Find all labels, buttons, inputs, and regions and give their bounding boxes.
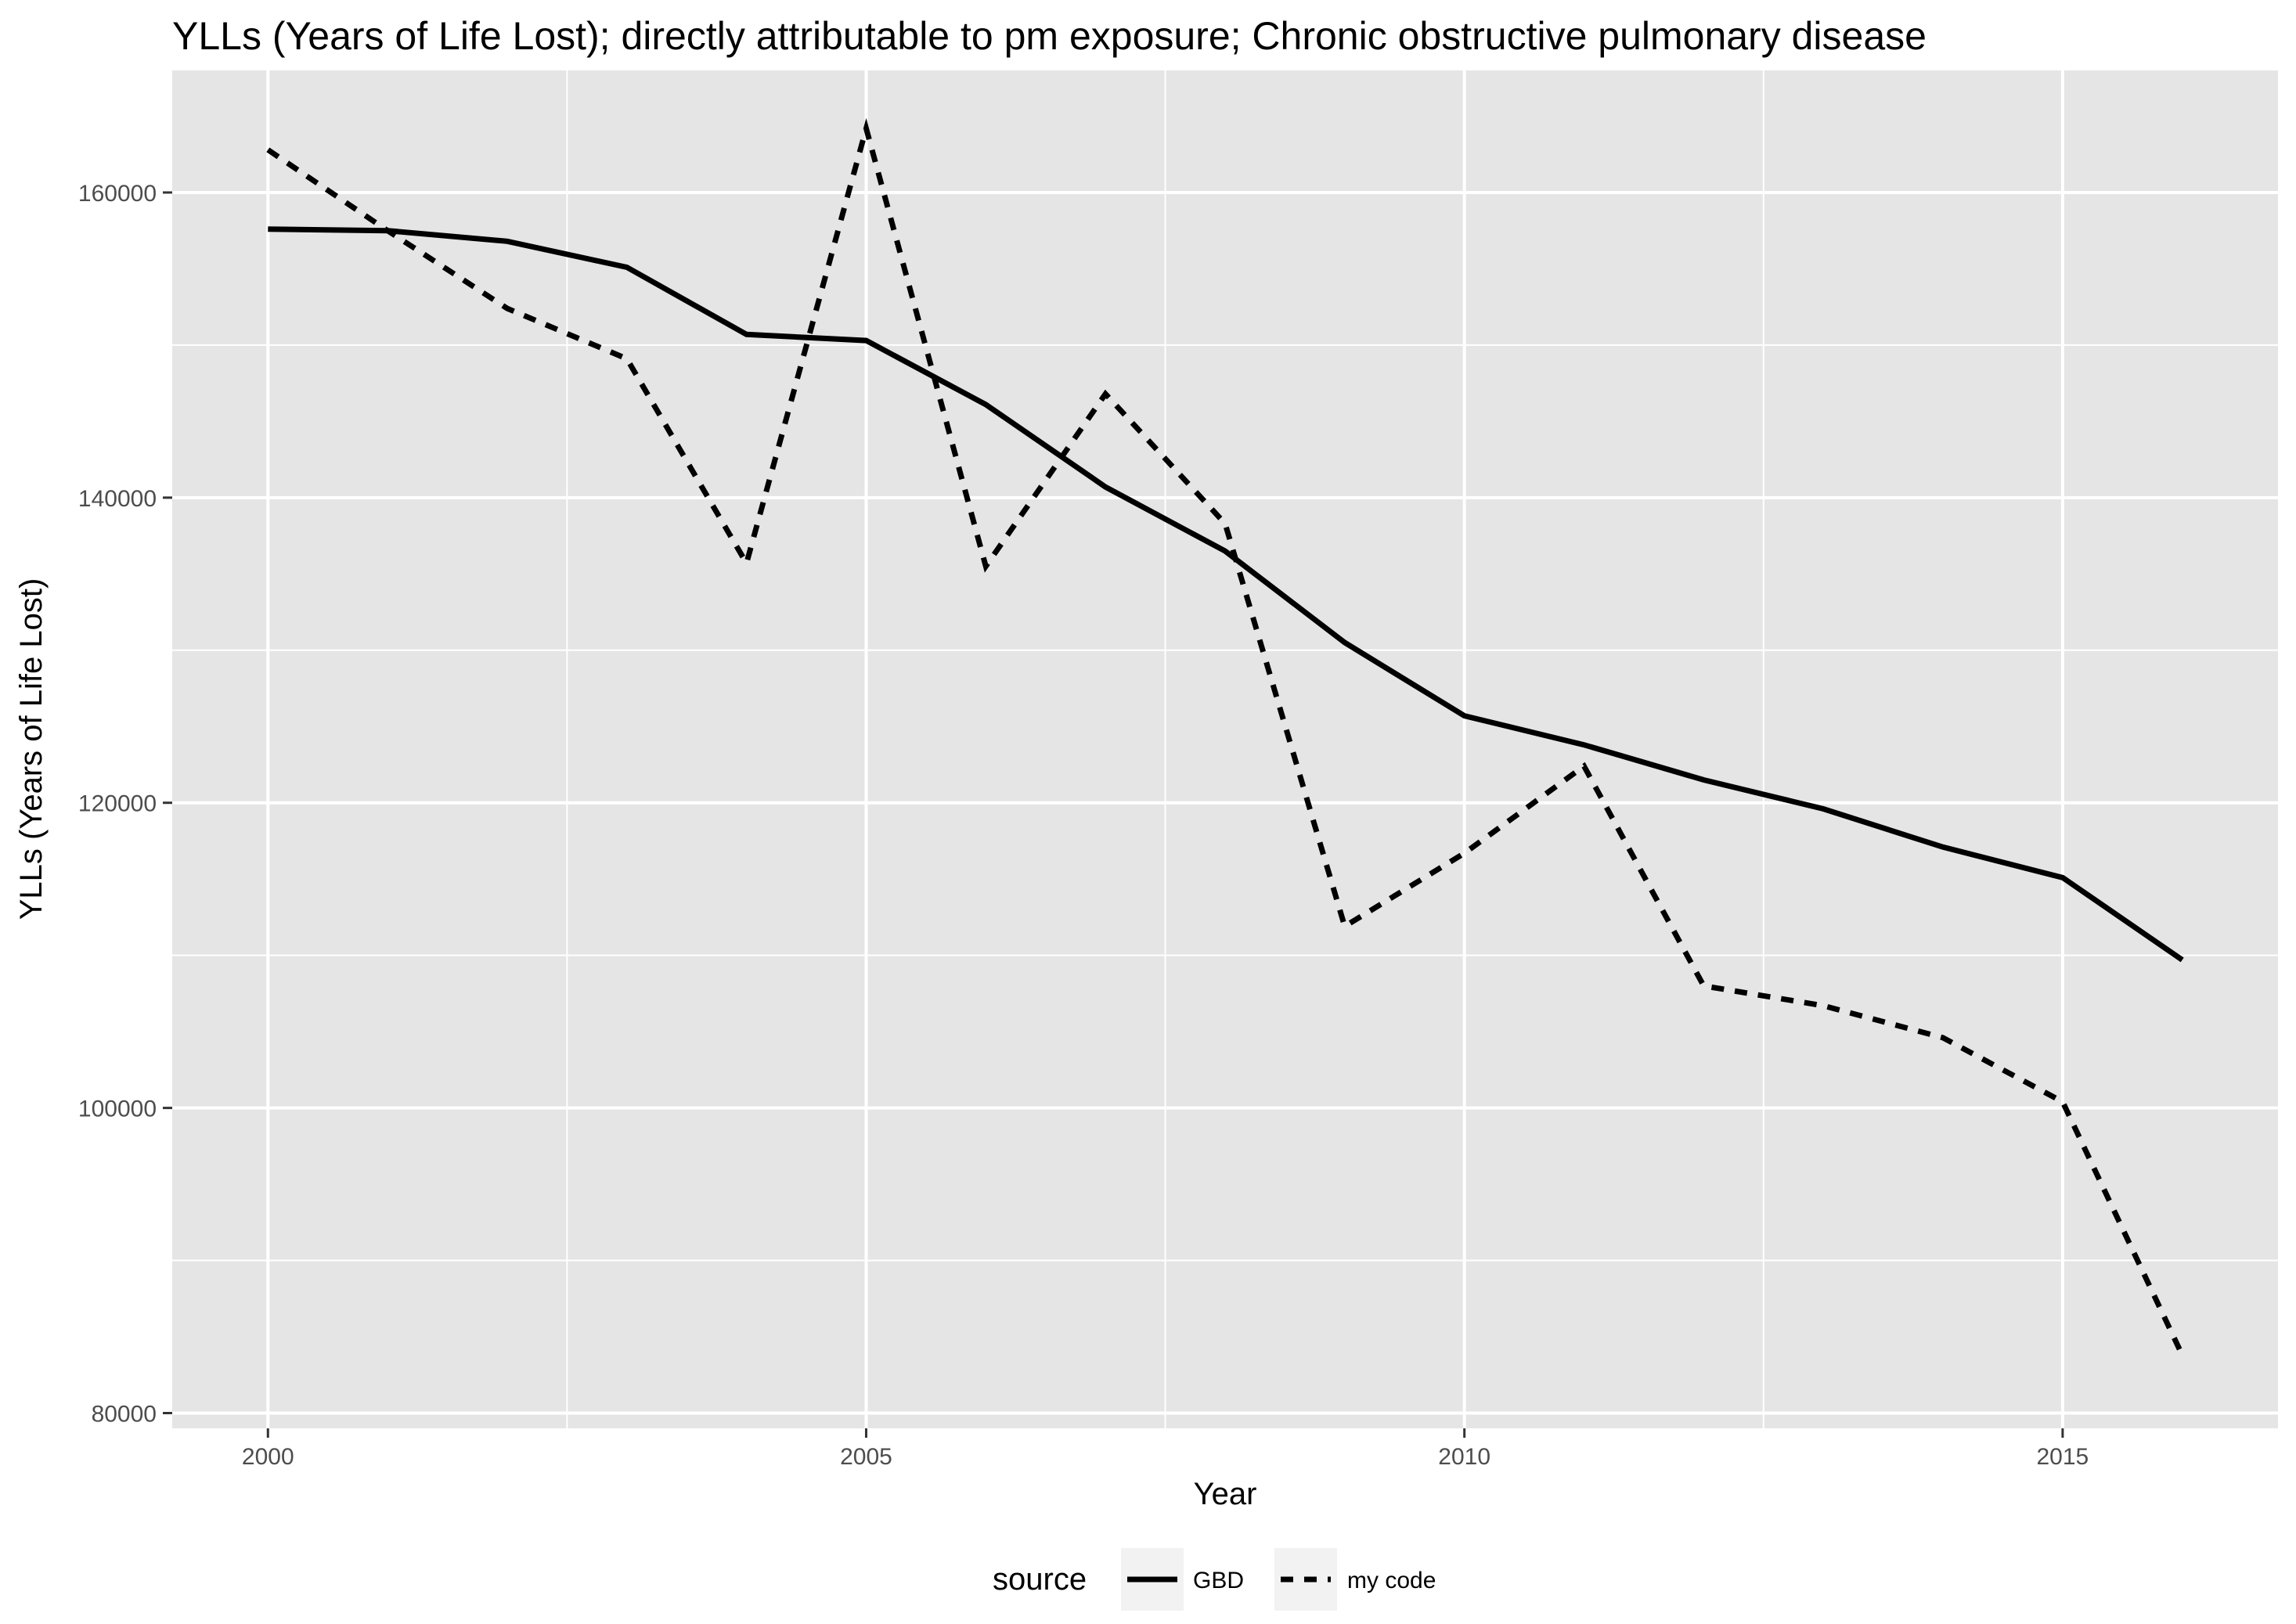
x-tick-label: 2000 bbox=[242, 1444, 294, 1470]
y-tick-label: 120000 bbox=[78, 791, 157, 817]
major-gridlines bbox=[172, 70, 2278, 1428]
legend-label: my code bbox=[1347, 1568, 1436, 1593]
series-line-gbd bbox=[268, 226, 2184, 963]
y-tick-label: 140000 bbox=[78, 486, 157, 512]
x-axis-title: Year bbox=[1194, 1477, 1257, 1511]
legend-title: source bbox=[993, 1562, 1087, 1597]
x-tick-label: 2005 bbox=[840, 1444, 892, 1470]
y-tick-label: 80000 bbox=[92, 1402, 157, 1428]
y-axis: 80000 100000 120000 140000 160000 bbox=[78, 181, 172, 1428]
plot-panel bbox=[172, 70, 2278, 1428]
x-axis: 2000 2005 2010 2015 bbox=[242, 1428, 2089, 1470]
legend: source GBD my code bbox=[993, 1548, 1436, 1611]
legend-label: GBD bbox=[1193, 1568, 1244, 1593]
y-tick-label: 160000 bbox=[78, 181, 157, 207]
y-axis-title: YLLs (Years of Life Lost) bbox=[14, 578, 49, 920]
x-tick-label: 2015 bbox=[2037, 1444, 2089, 1470]
x-tick-label: 2010 bbox=[1438, 1444, 1490, 1470]
y-tick-label: 100000 bbox=[78, 1096, 157, 1122]
minor-gridlines bbox=[172, 70, 2278, 1428]
series-lines bbox=[266, 117, 2185, 1356]
chart-title: YLLs (Years of Life Lost); directly attr… bbox=[172, 14, 1927, 58]
